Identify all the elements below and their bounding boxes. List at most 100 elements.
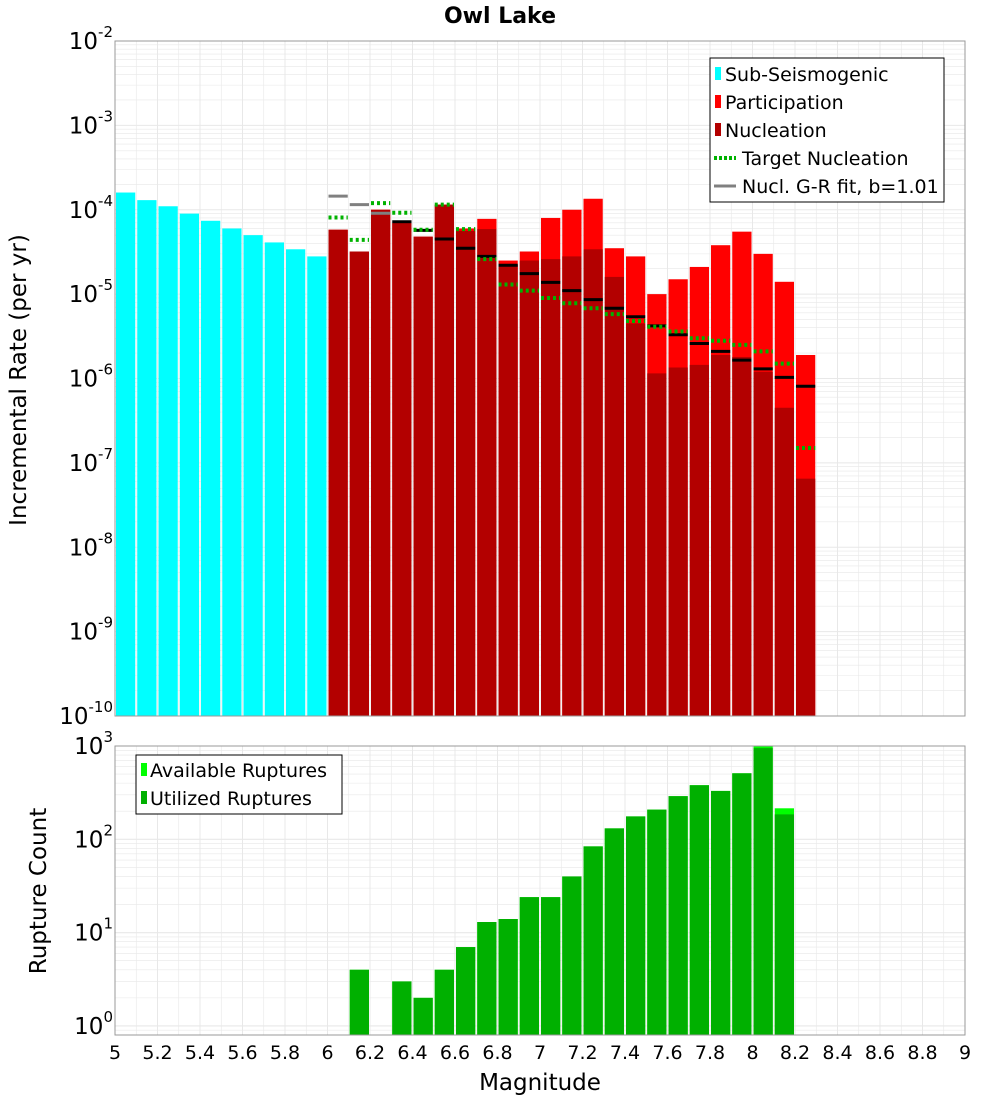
utilized-ruptures-bar — [626, 816, 646, 1035]
utilized-ruptures-bar — [668, 796, 688, 1035]
x-tick-label: 8.6 — [865, 1042, 895, 1064]
utilized-ruptures-bar — [604, 828, 624, 1035]
nucleation-bar — [328, 229, 348, 717]
nucleation-bar — [604, 276, 624, 716]
top-y-tick-label: 10-5 — [69, 276, 113, 308]
nucleation-bar — [689, 364, 709, 716]
x-tick-label: 7 — [534, 1042, 546, 1064]
utilized-ruptures-bar — [774, 814, 794, 1035]
sub-seismogenic-bar — [307, 256, 327, 716]
x-axis-label: Magnitude — [479, 1070, 601, 1096]
utilized-ruptures-bar — [477, 922, 497, 1035]
legend-label: Nucl. G-R fit, b=1.01 — [742, 176, 939, 198]
top-y-tick-label: 10-8 — [69, 529, 113, 561]
bottom-y-axis-label: Rupture Count — [26, 808, 52, 974]
nucleation-bar — [392, 223, 412, 716]
top-y-tick-label: 10-10 — [59, 698, 113, 730]
x-tick-label: 5.4 — [185, 1042, 215, 1064]
utilized-ruptures-bar — [519, 897, 539, 1035]
sub-seismogenic-bar — [222, 228, 242, 716]
x-tick-label: 7.6 — [652, 1042, 682, 1064]
legend-label: Sub-Seismogenic — [725, 64, 889, 86]
utilized-ruptures-bar — [711, 790, 731, 1035]
legend-label: Target Nucleation — [741, 148, 909, 170]
utilized-ruptures-bar — [689, 785, 709, 1035]
utilized-ruptures-bar — [732, 773, 752, 1035]
sub-seismogenic-bar — [137, 200, 157, 716]
utilized-ruptures-bar — [434, 969, 454, 1035]
sub-seismogenic-bar — [179, 213, 199, 717]
utilized-ruptures-bar — [392, 981, 412, 1035]
x-tick-label: 7.8 — [695, 1042, 725, 1064]
legend-label: Nucleation — [725, 120, 827, 142]
bottom-plot-frame — [114, 745, 966, 1036]
utilized-ruptures-bar — [456, 947, 476, 1035]
x-tick-label: 6.4 — [397, 1042, 427, 1064]
x-tick-label: 8.8 — [907, 1042, 937, 1064]
nucleation-bar — [732, 356, 752, 716]
x-tick-label: 8.4 — [822, 1042, 852, 1064]
x-tick-label: 9 — [959, 1042, 971, 1064]
utilized-ruptures-bar — [753, 748, 773, 1035]
top-legend: Sub-Seismogenic Participation Nucleation Ta… — [709, 57, 945, 203]
nucleation-bar — [796, 478, 816, 716]
x-tick-label: 5 — [109, 1042, 121, 1064]
utilized-ruptures-bar — [498, 919, 518, 1035]
utilized-ruptures-bar — [413, 997, 433, 1035]
nucleation-bar — [562, 256, 582, 716]
top-y-tick-label: 10-2 — [69, 23, 113, 55]
nucleation-bar — [774, 407, 794, 716]
x-tick-label: 7.2 — [567, 1042, 597, 1064]
utilized-ruptures-bar — [349, 969, 369, 1035]
nucleation-bar — [477, 229, 497, 717]
utilized-ruptures-bar — [583, 846, 603, 1035]
bottom-y-tick-label: 103 — [74, 728, 113, 760]
sub-seismogenic-bar — [264, 242, 284, 716]
x-tick-label: 8 — [746, 1042, 758, 1064]
nucleation-bar — [519, 260, 539, 716]
nucleation-bar — [753, 371, 773, 716]
utilized-ruptures-bar — [562, 876, 582, 1035]
nucleation-bar — [434, 204, 454, 717]
top-y-tick-label: 10-4 — [69, 192, 113, 224]
sub-seismogenic-bar — [286, 249, 306, 716]
sub-seismogenic-bar — [201, 220, 221, 716]
nucleation-bar — [711, 354, 731, 716]
legend-label: Participation — [725, 92, 844, 114]
incremental-rate-panel: 10-2 10-3 10-4 10-5 10-6 10-7 10-8 10-9 10-10 Sub… — [59, 23, 966, 730]
sub-seismogenic-bar — [243, 235, 263, 716]
legend-label: Utilized Ruptures — [150, 788, 312, 810]
nucleation-bar — [349, 251, 369, 716]
nucleation-bar — [413, 236, 433, 716]
x-tick-label: 5.2 — [142, 1042, 172, 1064]
nucleation-bar — [583, 249, 603, 716]
top-y-tick-label: 10-9 — [69, 614, 113, 646]
bottom-y-tick-label: 102 — [74, 821, 113, 853]
x-tick-label: 6 — [321, 1042, 333, 1064]
legend-label: Available Ruptures — [150, 760, 327, 782]
nucleation-bar — [371, 209, 391, 716]
sub-seismogenic-bar — [158, 206, 178, 716]
top-plot-frame — [114, 40, 966, 717]
legend-swatch — [141, 763, 147, 776]
top-y-tick-label: 10-7 — [69, 445, 113, 477]
x-tick-label: 8.2 — [780, 1042, 810, 1064]
x-tick-label: 7.4 — [610, 1042, 640, 1064]
x-tick-label: 6.8 — [482, 1042, 512, 1064]
chart-title: Owl Lake — [444, 4, 556, 29]
utilized-ruptures-bar — [647, 809, 667, 1035]
x-tick-label: 6.6 — [440, 1042, 470, 1064]
bottom-legend-box — [135, 754, 343, 815]
legend-swatch — [715, 123, 721, 136]
top-y-axis-label: Incremental Rate (per yr) — [6, 234, 32, 526]
nucleation-bar — [498, 265, 518, 716]
bottom-y-tick-label: 101 — [74, 915, 113, 947]
top-legend-box — [709, 57, 945, 203]
nucleation-bar — [456, 230, 476, 716]
x-tick-label: 6.2 — [355, 1042, 385, 1064]
nucleation-bar — [647, 373, 667, 716]
nucleation-bar — [626, 323, 646, 716]
